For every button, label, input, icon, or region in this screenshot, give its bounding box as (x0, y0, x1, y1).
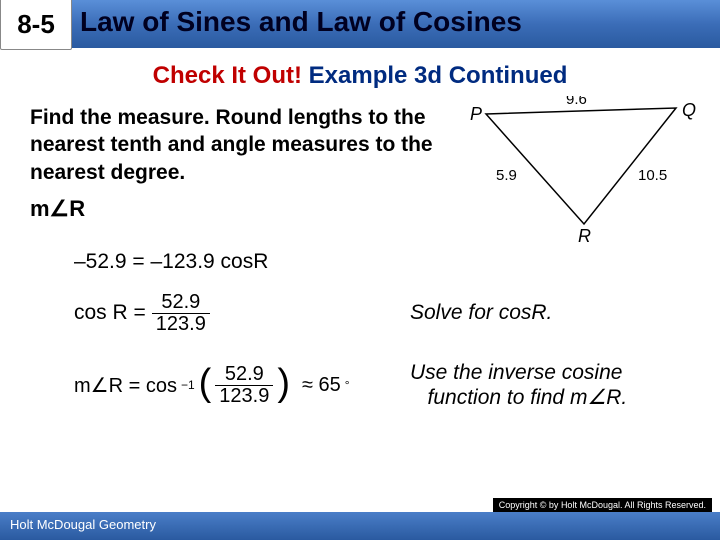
step-3-math: m∠R = cos−1 ( 52.9 123.9 ) ≈ 65° (30, 364, 410, 407)
lesson-badge: 8-5 (0, 0, 72, 50)
step2-explain: Solve for cosR. (410, 301, 552, 325)
step3-fraction: 52.9 123.9 (215, 364, 273, 407)
footer-bar: Holt McDougal Geometry (0, 512, 720, 540)
step3-num: 52.9 (215, 364, 273, 386)
step3-approx: ≈ 65 (302, 374, 341, 397)
subheader-blue: Example 3d Continued (309, 62, 568, 89)
step3-den: 123.9 (215, 386, 273, 407)
step3-deg: ° (345, 378, 350, 392)
step2-num: 52.9 (152, 292, 210, 314)
subheader-red: Check It Out! (153, 62, 302, 89)
step-2-row: cos R = 52.9 123.9 Solve for cosR. (30, 292, 690, 335)
equation-line-1: –52.9 = –123.9 cosR (74, 250, 690, 274)
step2-fraction: 52.9 123.9 (152, 292, 210, 335)
step3-sup: −1 (181, 378, 195, 392)
step2-lhs: cos R = (74, 301, 146, 325)
target-text: m∠R (30, 196, 85, 221)
step3-explain-l2: function to find m∠R. (428, 386, 628, 409)
step3-explain-l1: Use the inverse cosine (410, 361, 622, 384)
target-measure: m∠R (30, 196, 690, 222)
step2-den: 123.9 (152, 314, 210, 335)
subheader: Check It Out! Example 3d Continued (0, 62, 720, 90)
content-area: Find the measure. Round lengths to the n… (0, 90, 720, 410)
step-3-row: m∠R = cos−1 ( 52.9 123.9 ) ≈ 65° Use the… (30, 361, 690, 410)
instruction-text: Find the measure. Round lengths to the n… (30, 104, 440, 186)
copyright-bar: Copyright © by Holt McDougal. All Rights… (493, 498, 712, 512)
footer-left-text: Holt McDougal Geometry (10, 517, 156, 532)
header-title: Law of Sines and Law of Cosines (80, 6, 522, 38)
step3-explain: Use the inverse cosine function to find … (410, 361, 627, 410)
step-2-math: cos R = 52.9 123.9 (30, 292, 410, 335)
badge-text: 8-5 (17, 9, 55, 40)
header-bar: 8-5 Law of Sines and Law of Cosines (0, 0, 720, 48)
step3-lhs: m∠R = cos (74, 373, 177, 398)
